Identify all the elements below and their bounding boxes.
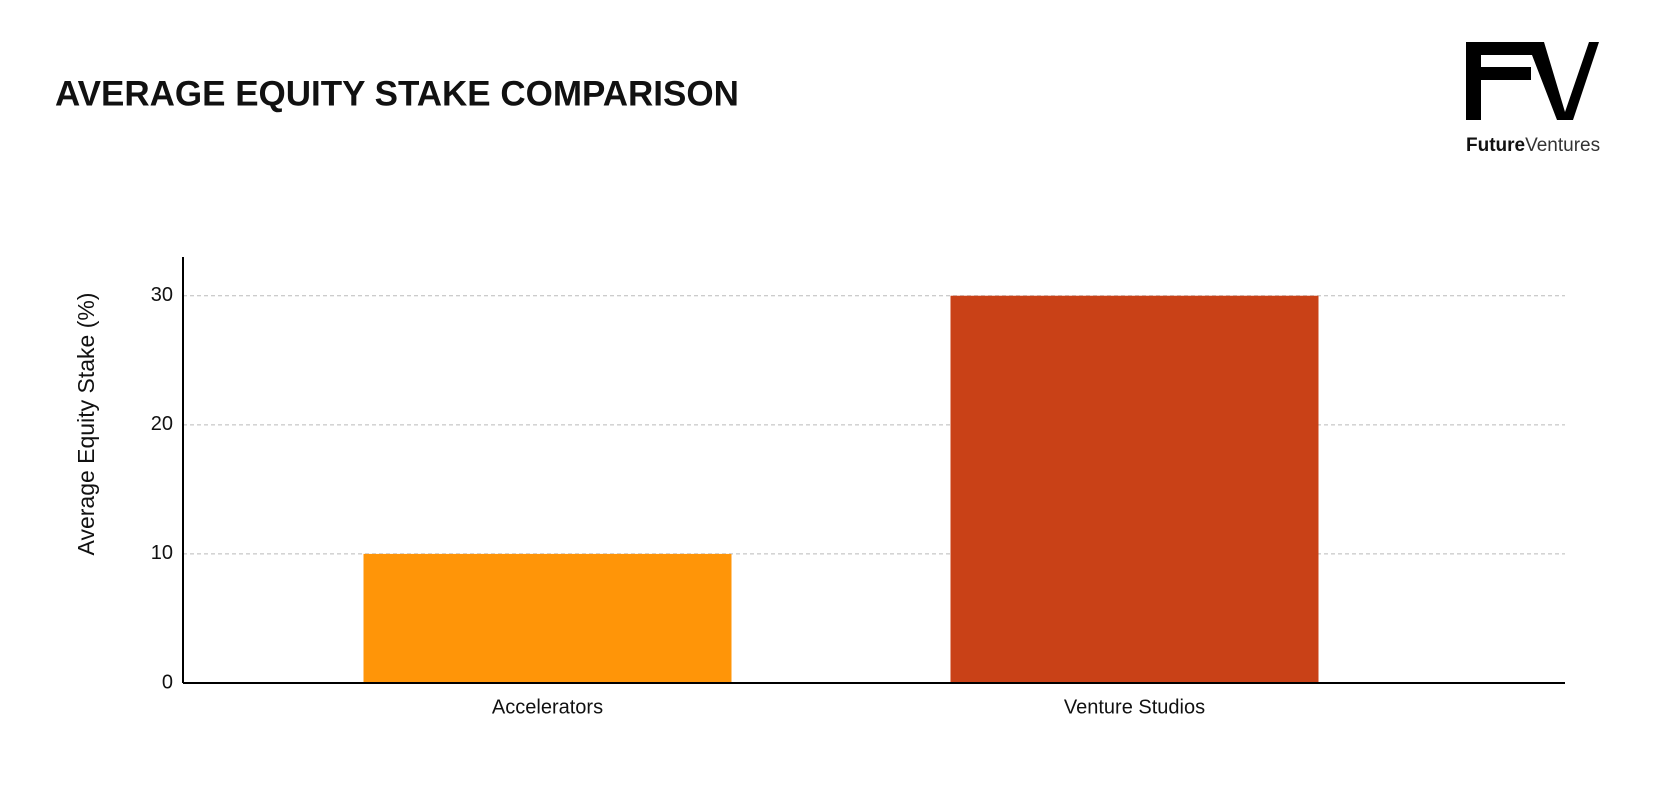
x-tick-label: Venture Studios xyxy=(1064,696,1205,718)
y-axis-label: Average Equity Stake (%) xyxy=(73,293,99,556)
y-tick-label: 10 xyxy=(151,542,173,564)
logo: FutureVentures xyxy=(1466,42,1600,156)
y-tick-label: 30 xyxy=(151,284,173,306)
y-tick-label: 0 xyxy=(162,671,173,693)
logo-f xyxy=(1466,42,1539,120)
logo-v xyxy=(1527,42,1599,120)
chart-title: AVERAGE EQUITY STAKE COMPARISON xyxy=(55,74,739,113)
logo-bold: Future xyxy=(1466,135,1525,156)
x-tick-label: Accelerators xyxy=(492,696,603,718)
logo-light: Ventures xyxy=(1525,135,1600,156)
logo-text: FutureVentures xyxy=(1466,135,1600,156)
bar xyxy=(950,295,1319,683)
bar xyxy=(363,553,732,683)
y-tick-label: 20 xyxy=(151,413,173,435)
